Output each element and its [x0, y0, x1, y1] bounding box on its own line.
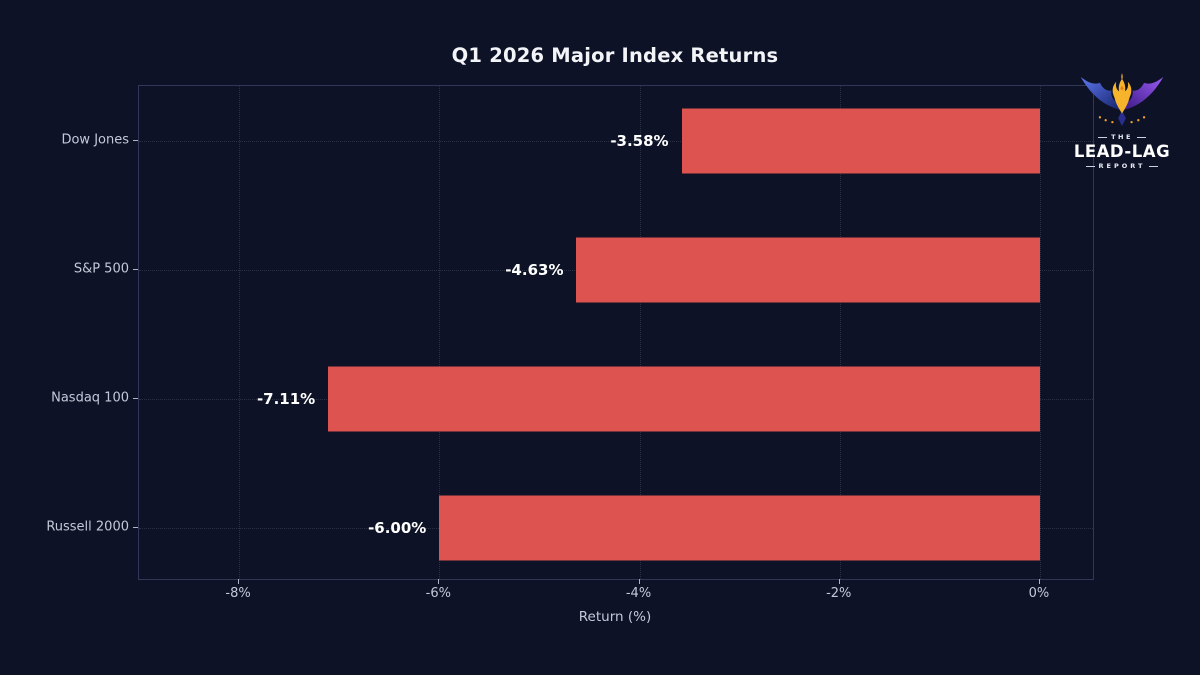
logo-dash — [1098, 136, 1108, 138]
lead-lag-logo: THE LEAD-LAG REPORT — [1070, 70, 1174, 170]
plot-area: -3.58% -4.63% -7.11% -6.00% — [138, 85, 1094, 580]
bar-dow-jones — [681, 108, 1040, 173]
y-tick-mark — [133, 526, 138, 528]
bar-russell-2000 — [439, 495, 1040, 560]
x-tick-mark — [438, 579, 440, 584]
logo-report-text: REPORT — [1098, 162, 1146, 170]
x-tick-mark — [238, 579, 240, 584]
y-tick-label: Russell 2000 — [46, 519, 129, 534]
logo-name-text: LEAD-LAG — [1073, 142, 1171, 161]
gridline-horizontal — [139, 140, 1093, 142]
bar-value-label: -3.58% — [610, 131, 669, 150]
gridline-vertical — [439, 86, 441, 579]
logo-report-row: REPORT — [1085, 162, 1159, 170]
x-tick-label: 0% — [1028, 586, 1050, 601]
bar-value-label: -6.00% — [368, 518, 427, 537]
gridline-vertical — [839, 86, 841, 579]
bar-value-label: -4.63% — [505, 260, 564, 279]
chart-title: Q1 2026 Major Index Returns — [451, 44, 779, 67]
logo-the-row: THE — [1098, 133, 1146, 141]
y-tick-mark — [133, 268, 138, 270]
x-tick-label: -8% — [225, 586, 251, 601]
logo-dash — [1136, 136, 1146, 138]
y-tick-label: S&P 500 — [73, 261, 129, 276]
phoenix-icon — [1080, 73, 1164, 126]
x-tick-label: -4% — [625, 586, 652, 601]
y-tick-mark — [133, 397, 138, 399]
y-tick-mark — [133, 139, 138, 141]
x-tick-label: -2% — [826, 586, 852, 601]
gridline-vertical — [639, 86, 641, 579]
y-tick-label: Dow Jones — [61, 132, 129, 147]
x-tick-mark — [838, 579, 840, 584]
x-tick-mark — [638, 579, 640, 584]
gridline-vertical — [1039, 86, 1041, 579]
bar-value-label: -7.11% — [256, 389, 316, 408]
logo-dash — [1149, 165, 1159, 167]
x-axis-title: Return (%) — [578, 609, 652, 625]
x-tick-mark — [1038, 579, 1040, 584]
bar-s-p-500 — [576, 237, 1040, 302]
logo-dash — [1085, 165, 1095, 167]
bar-nasdaq-100 — [328, 366, 1040, 431]
gridline-vertical — [239, 86, 241, 579]
y-tick-label: Nasdaq 100 — [51, 390, 129, 405]
logo-the-text: THE — [1111, 133, 1133, 141]
x-tick-label: -6% — [425, 586, 451, 601]
